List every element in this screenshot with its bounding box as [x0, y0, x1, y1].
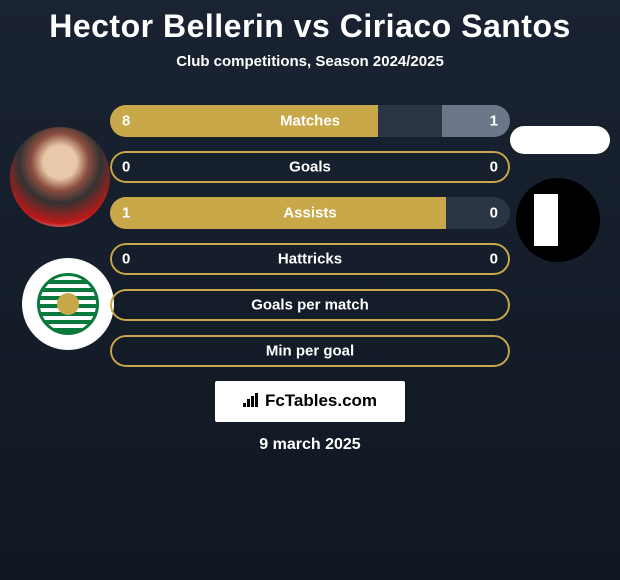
stat-bar: Matches 8 1	[110, 105, 510, 137]
stat-bar: Assists 1 0	[110, 197, 510, 229]
stat-row: Hattricks 0 0	[110, 243, 510, 275]
stat-value-left: 8	[122, 113, 130, 130]
stat-bar: Goals per match	[110, 289, 510, 321]
stat-row: Min per goal	[110, 335, 510, 367]
stat-bar-left	[110, 197, 446, 229]
stat-value-right: 0	[490, 205, 498, 222]
stat-row: Matches 8 1	[110, 105, 510, 137]
stat-value-right: 0	[490, 159, 498, 176]
stat-label: Assists	[283, 205, 336, 222]
stat-label: Goals per match	[251, 297, 369, 314]
comparison-subtitle: Club competitions, Season 2024/2025	[0, 53, 620, 70]
stat-row: Assists 1 0	[110, 197, 510, 229]
stat-label: Goals	[289, 159, 331, 176]
stat-row: Goals 0 0	[110, 151, 510, 183]
date-text: 9 march 2025	[0, 436, 620, 454]
stat-bar: Min per goal	[110, 335, 510, 367]
stat-label: Hattricks	[278, 251, 342, 268]
stat-bar: Hattricks 0 0	[110, 243, 510, 275]
brand-box: FcTables.com	[215, 381, 405, 422]
stat-value-left: 0	[122, 159, 130, 176]
stat-label: Matches	[280, 113, 340, 130]
stat-row: Goals per match	[110, 289, 510, 321]
stats-container: Matches81Goals00Assists10Hattricks00Goal…	[0, 105, 620, 367]
stat-value-right: 0	[490, 251, 498, 268]
stat-value-left: 1	[122, 205, 130, 222]
comparison-title: Hector Bellerin vs Ciriaco Santos	[0, 8, 620, 45]
stat-value-left: 0	[122, 251, 130, 268]
brand-icon	[243, 392, 261, 412]
stat-label: Min per goal	[266, 343, 354, 360]
brand-text: FcTables.com	[265, 391, 377, 410]
stat-bar-right	[442, 105, 510, 137]
stat-value-right: 1	[490, 113, 498, 130]
stat-bar: Goals 0 0	[110, 151, 510, 183]
